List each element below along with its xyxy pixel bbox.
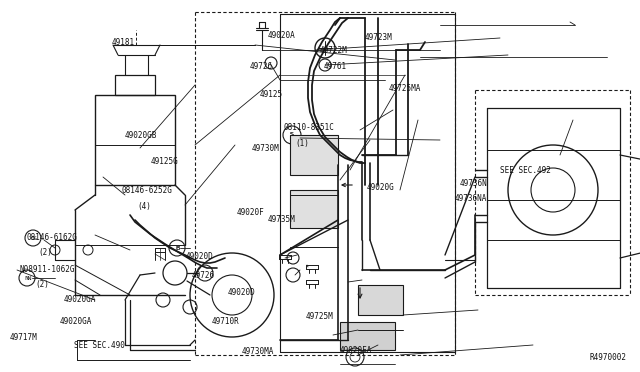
- Text: N08911-1062G: N08911-1062G: [19, 265, 75, 274]
- Text: (4): (4): [138, 202, 152, 211]
- Text: (2): (2): [38, 248, 52, 257]
- Bar: [95, 95, 175, 185]
- Text: SEE SEC.492: SEE SEC.492: [500, 166, 551, 175]
- Text: (2): (2): [35, 280, 49, 289]
- Text: 49020A: 49020A: [268, 31, 295, 40]
- Text: S: S: [31, 235, 35, 241]
- Bar: [115, 75, 155, 95]
- Text: 49725MA: 49725MA: [388, 84, 421, 93]
- Text: SEE SEC.490: SEE SEC.490: [74, 341, 124, 350]
- Text: 49710R: 49710R: [211, 317, 239, 326]
- Text: 49020G: 49020G: [367, 183, 394, 192]
- Text: S: S: [33, 235, 37, 241]
- Text: 49723M: 49723M: [365, 33, 392, 42]
- Text: 49020GA: 49020GA: [60, 317, 92, 326]
- Text: 49020D: 49020D: [186, 252, 213, 261]
- Text: 49020FA: 49020FA: [339, 346, 372, 355]
- Text: 49722M: 49722M: [320, 46, 348, 55]
- Text: 49736N: 49736N: [460, 179, 487, 187]
- Text: 08146-6162G: 08146-6162G: [27, 233, 77, 242]
- Text: B: B: [175, 246, 179, 250]
- Text: 49125: 49125: [259, 90, 282, 99]
- Text: 49181: 49181: [112, 38, 135, 47]
- Text: 08110-8351C: 08110-8351C: [284, 123, 334, 132]
- Text: 49725M: 49725M: [306, 312, 333, 321]
- Text: 49020GB: 49020GB: [125, 131, 157, 140]
- Text: N: N: [27, 276, 31, 280]
- Text: N: N: [24, 276, 29, 280]
- Text: 49020D: 49020D: [227, 288, 255, 296]
- Text: 49726: 49726: [250, 62, 273, 71]
- Text: 49726: 49726: [192, 271, 215, 280]
- Text: (1): (1): [296, 139, 310, 148]
- Text: R4970002: R4970002: [590, 353, 627, 362]
- Text: 08146-6252G: 08146-6252G: [122, 186, 172, 195]
- Bar: [290, 135, 338, 175]
- Text: S: S: [290, 132, 294, 138]
- Text: 49730M: 49730M: [252, 144, 279, 153]
- Text: 49020F: 49020F: [237, 208, 264, 217]
- Bar: [340, 322, 395, 350]
- Bar: [358, 285, 403, 315]
- Text: 49125G: 49125G: [150, 157, 178, 166]
- Text: S: S: [290, 132, 294, 138]
- Bar: [290, 190, 338, 228]
- Text: 49020GA: 49020GA: [64, 295, 97, 304]
- Text: 49735M: 49735M: [268, 215, 295, 224]
- Text: 49730MA: 49730MA: [242, 347, 275, 356]
- Text: 49736NA: 49736NA: [454, 194, 487, 203]
- Text: 49717M: 49717M: [10, 333, 37, 342]
- Text: 49761: 49761: [323, 62, 346, 71]
- Text: B: B: [175, 246, 179, 250]
